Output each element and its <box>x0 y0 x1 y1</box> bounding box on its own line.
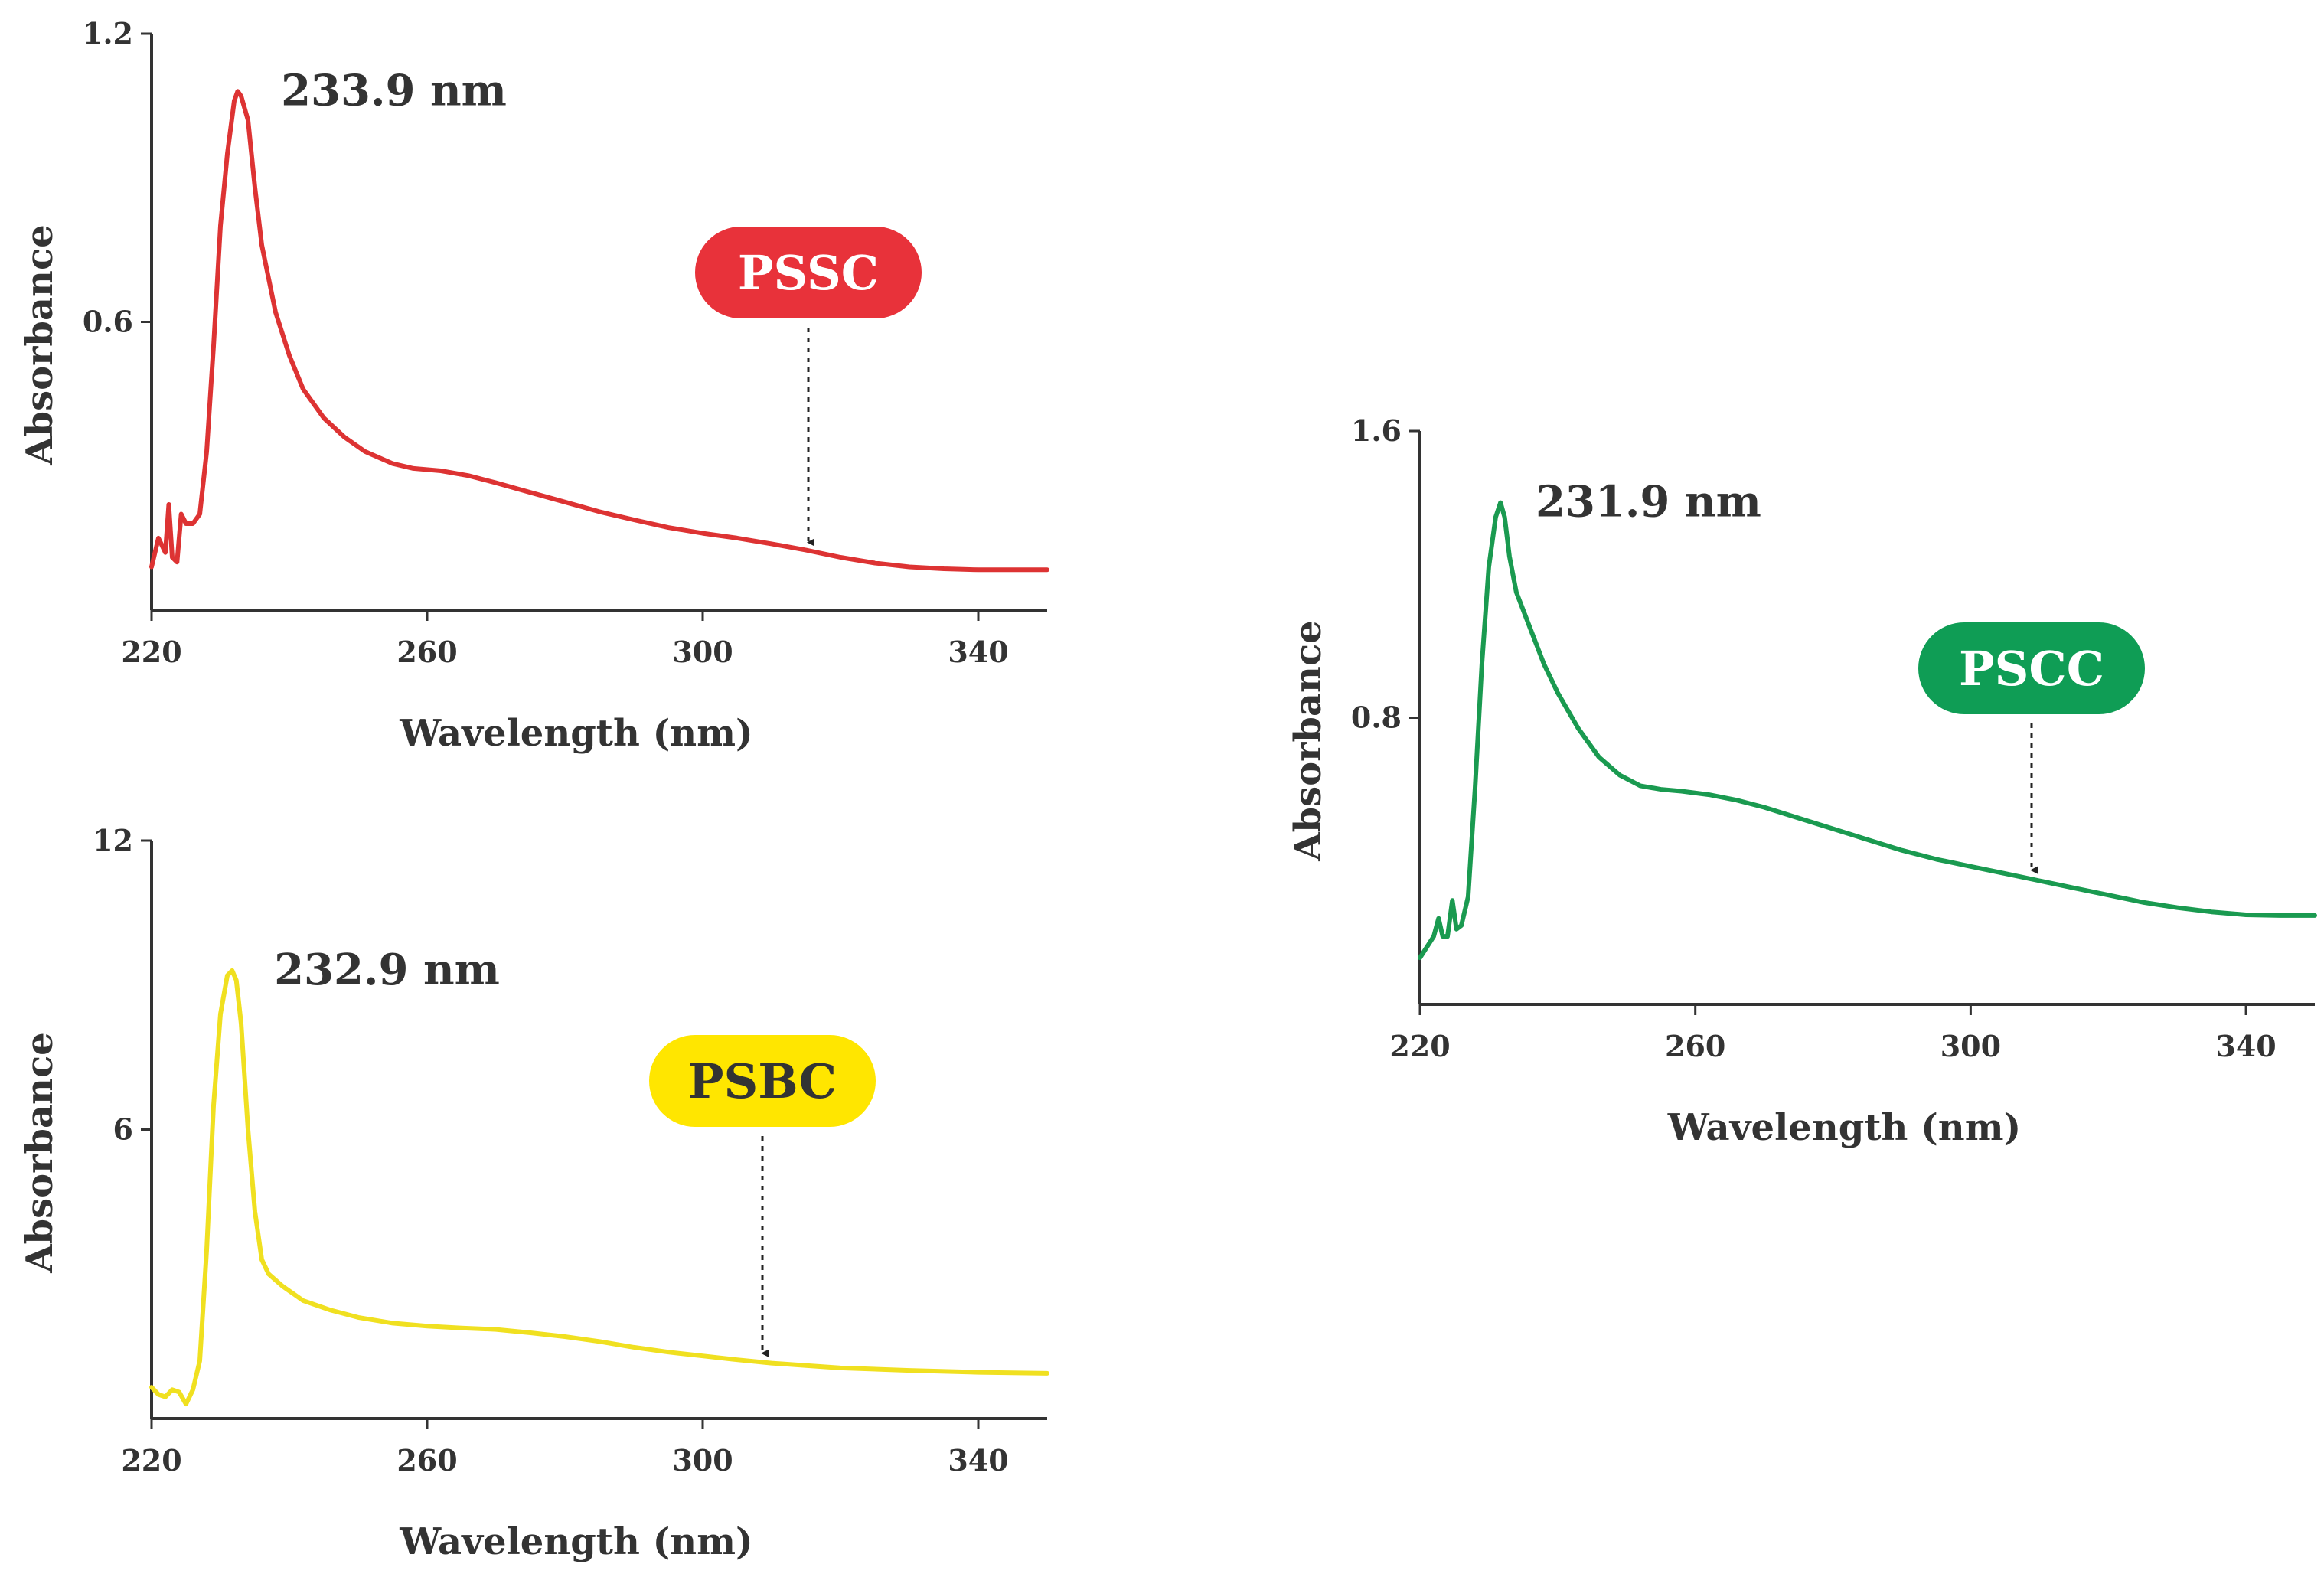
chart-pssc: 220 260 300 340 0.6 1.2 Wavelength (nm) Absorba… <box>18 16 1049 755</box>
x-tick-label: 260 <box>397 635 457 669</box>
y-tick-label: 6 <box>113 1112 133 1147</box>
series-line-psbc <box>149 968 1049 1407</box>
y-axis-label: Absorbance <box>1287 620 1330 861</box>
y-axis-label: Absorbance <box>18 224 61 465</box>
legend-badge-psbc: PSBC <box>649 1035 876 1127</box>
peak-label: 233.9 nm <box>281 65 507 116</box>
legend-badge-label: PSBC <box>688 1053 837 1109</box>
x-axis-label: Wavelength (nm) <box>1667 1106 2021 1149</box>
y-tick-label: 0.6 <box>83 305 133 339</box>
x-tick-label: 260 <box>397 1443 457 1477</box>
chart-psbc: 220 260 300 340 6 12 Wavelength (nm) Absorbance… <box>18 823 1049 1563</box>
x-tick-label: 340 <box>948 1443 1008 1477</box>
x-axis-label: Wavelength (nm) <box>399 712 752 755</box>
y-tick-label: 1.2 <box>83 16 133 51</box>
series-line-pssc <box>149 89 1049 573</box>
peak-label: 231.9 nm <box>1536 477 1761 527</box>
x-tick-label: 300 <box>672 635 733 669</box>
peak-label: 232.9 nm <box>274 945 500 995</box>
x-tick-label: 300 <box>672 1443 733 1477</box>
x-tick-label: 220 <box>1389 1029 1450 1063</box>
legend-badge-bg <box>695 227 922 318</box>
legend-badge-label: PSCC <box>1959 641 2104 697</box>
y-tick-label: 0.8 <box>1351 700 1402 735</box>
legend-badge-bg <box>649 1035 876 1127</box>
legend-badge-bg <box>1918 622 2145 714</box>
x-tick-label: 220 <box>121 1443 181 1477</box>
y-axis-label: Absorbance <box>18 1032 61 1273</box>
x-tick-label: 220 <box>121 635 181 669</box>
chart-pscc: 220 260 300 340 0.8 1.6 Wavelength (nm) Absorba… <box>1287 413 2317 1149</box>
x-tick-label: 340 <box>948 635 1008 669</box>
y-tick-label: 12 <box>93 823 133 857</box>
y-tick-label: 1.6 <box>1351 413 1402 448</box>
x-tick-label: 300 <box>1940 1029 2001 1063</box>
x-axis-label: Wavelength (nm) <box>399 1520 752 1563</box>
series-line-pscc <box>1418 500 2317 961</box>
x-tick-label: 260 <box>1665 1029 1725 1063</box>
legend-badge-label: PSSC <box>738 245 879 301</box>
x-tick-label: 340 <box>2215 1029 2276 1063</box>
legend-badge-pscc: PSCC <box>1918 622 2145 714</box>
legend-badge-pssc: PSSC <box>695 227 922 318</box>
